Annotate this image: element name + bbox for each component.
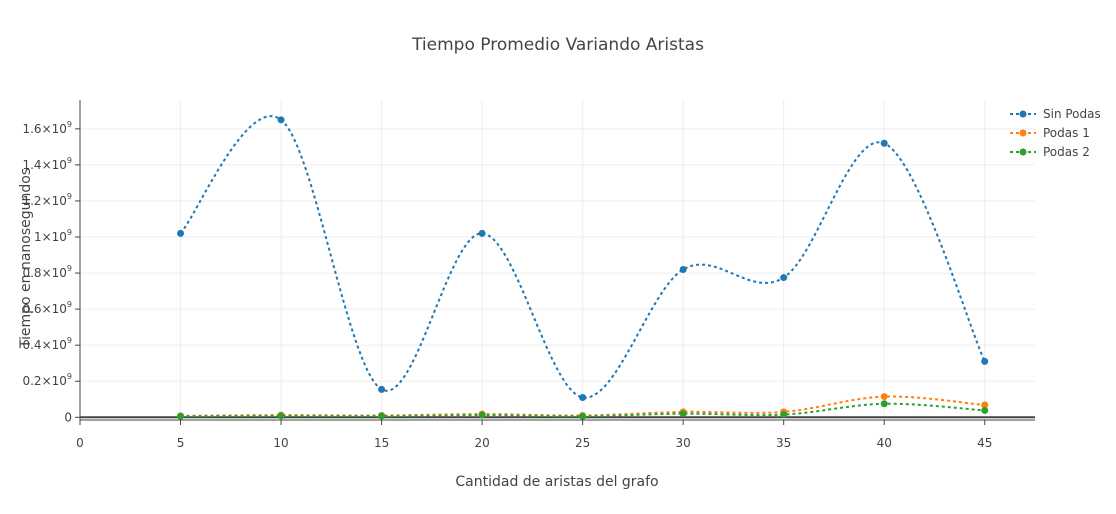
- x-tick-label: 5: [177, 436, 185, 450]
- y-tick-label: 0.8×109: [22, 264, 72, 280]
- axes: [79, 100, 1035, 421]
- data-point-podas-2[interactable]: [177, 412, 185, 420]
- data-point-podas-2[interactable]: [679, 410, 687, 418]
- y-axis-title: Tiempo en nanosegundos: [18, 168, 34, 349]
- y-tick-label: 1.4×109: [22, 156, 72, 172]
- data-point-podas-1[interactable]: [981, 401, 989, 409]
- x-tick-label: 20: [474, 436, 489, 450]
- data-point-sin-podas[interactable]: [880, 139, 888, 147]
- x-tick-label: 15: [374, 436, 389, 450]
- data-point-sin-podas[interactable]: [177, 229, 185, 237]
- data-point-sin-podas[interactable]: [478, 229, 486, 237]
- x-tick-label: 30: [676, 436, 691, 450]
- x-tick-label: 45: [977, 436, 992, 450]
- legend-marker-podas-1: [1019, 129, 1027, 137]
- chart-title: Tiempo Promedio Variando Aristas: [411, 35, 704, 55]
- data-point-podas-2[interactable]: [579, 412, 587, 420]
- data-point-podas-2[interactable]: [277, 412, 285, 420]
- x-axis-ticks: 0 5 10 15 20 25 30 35 40 45: [76, 420, 992, 450]
- y-tick-label: 0.6×109: [22, 300, 72, 316]
- data-point-sin-podas[interactable]: [277, 116, 285, 124]
- data-point-podas-2[interactable]: [378, 412, 386, 420]
- grid-lines: [80, 100, 1035, 420]
- x-tick-label: 0: [76, 436, 84, 450]
- legend-marker-sin-podas: [1019, 110, 1027, 118]
- data-point-sin-podas[interactable]: [378, 385, 386, 393]
- legend-label-podas-2[interactable]: Podas 2: [1043, 145, 1090, 159]
- y-axis-ticks: 0 0.2×109 0.4×109 0.6×109 0.8×109 1×109 1.2×10…: [22, 120, 80, 424]
- legend-label-sin-podas[interactable]: Sin Podas: [1043, 107, 1101, 121]
- y-tick-label: 0.2×109: [22, 372, 72, 388]
- y-tick-label: 0.4×109: [22, 336, 72, 352]
- y-tick-label: 1×109: [34, 228, 72, 244]
- data-point-podas-2[interactable]: [478, 411, 486, 419]
- x-tick-label: 35: [776, 436, 791, 450]
- y-tick-label: 1.2×109: [22, 192, 72, 208]
- x-axis-title: Cantidad de aristas del grafo: [455, 474, 658, 490]
- data-point-sin-podas[interactable]: [579, 393, 587, 401]
- data-point-podas-2[interactable]: [981, 406, 989, 414]
- legend-marker-podas-2: [1019, 148, 1027, 156]
- y-tick-label: 0: [64, 410, 72, 424]
- data-point-podas-1[interactable]: [880, 393, 888, 401]
- data-point-podas-2[interactable]: [880, 400, 888, 408]
- data-point-sin-podas[interactable]: [679, 265, 687, 273]
- x-tick-label: 25: [575, 436, 590, 450]
- data-point-sin-podas[interactable]: [981, 357, 989, 365]
- series-line-sin-podas: [179, 115, 986, 399]
- x-tick-label: 10: [273, 436, 288, 450]
- data-point-podas-2[interactable]: [780, 411, 788, 419]
- y-tick-label: 1.6×109: [22, 120, 72, 136]
- legend[interactable]: Sin Podas Podas 1 Podas 2: [1010, 107, 1101, 159]
- x-tick-label: 40: [877, 436, 892, 450]
- data-point-sin-podas[interactable]: [780, 274, 788, 282]
- legend-label-podas-1[interactable]: Podas 1: [1043, 126, 1090, 140]
- series-layer: [177, 115, 989, 420]
